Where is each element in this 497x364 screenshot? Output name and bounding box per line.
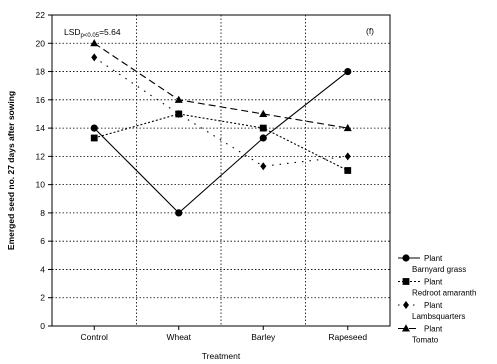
data-point (259, 124, 267, 132)
x-tick-label: Barley (251, 332, 276, 342)
lsd-annotation: LSDp<0.05=5.64 (64, 27, 121, 39)
data-point (260, 162, 267, 171)
legend-marker (402, 254, 410, 262)
grid-lines (52, 15, 390, 326)
series-tomato (90, 39, 352, 132)
y-tick-label: 14 (36, 123, 46, 133)
data-point (259, 109, 268, 117)
y-tick-label: 8 (40, 208, 45, 218)
data-point (90, 124, 98, 132)
panel-label: (f) (366, 26, 374, 36)
data-point (90, 134, 98, 142)
lsd-prefix: LSD (64, 27, 81, 37)
legend-label-line1: Plant (424, 301, 443, 310)
x-tick-label: Rapeseed (328, 332, 367, 342)
data-point (344, 167, 352, 174)
y-tick-label: 2 (40, 293, 45, 303)
series-line (93, 56, 348, 167)
legend-item: Plant Barnyard grass (398, 254, 466, 274)
y-axis-ticks: 0 2 4 6 8 10 12 14 16 18 20 22 (36, 10, 52, 331)
y-tick-label: 12 (36, 151, 46, 161)
lsd-value: =5.64 (99, 27, 121, 37)
legend-label-line2: Redroot amaranth (412, 289, 476, 298)
data-point (175, 209, 183, 217)
series-barnyard-grass (90, 67, 352, 217)
legend-label-line1: Plant (424, 325, 443, 334)
series-line (93, 42, 348, 129)
data-point (90, 39, 99, 47)
lsd-subscript: p<0.05 (81, 33, 100, 39)
series-line (93, 71, 349, 214)
legend-item: Plant Lambsquarters (398, 301, 465, 321)
y-axis-label: Emerged seed no. 27 days after sowing (6, 91, 16, 250)
y-tick-label: 18 (36, 67, 46, 77)
data-point (344, 152, 351, 161)
legend-marker (403, 301, 409, 309)
data-point (174, 95, 183, 103)
y-tick-label: 20 (36, 38, 46, 48)
data-point (91, 53, 98, 62)
x-axis-ticks: Control Wheat Barley Rapeseed (81, 326, 367, 342)
legend-label-line1: Plant (424, 254, 443, 263)
series-line (94, 113, 348, 171)
series-group (90, 39, 352, 217)
legend-item: Plant Tomato (398, 324, 443, 345)
x-axis-label: Treatment (202, 351, 241, 361)
y-tick-label: 6 (40, 236, 45, 246)
legend-marker (402, 278, 410, 285)
data-point (343, 123, 352, 132)
legend-label-line1: Plant (424, 278, 443, 287)
legend: Plant Barnyard grass Plant Redroot amaranth… (398, 254, 476, 345)
legend-marker (402, 324, 410, 332)
data-point (259, 134, 267, 142)
y-tick-label: 4 (40, 264, 45, 274)
x-tick-label: Wheat (166, 332, 191, 342)
data-point (175, 109, 182, 118)
data-point (344, 67, 352, 76)
legend-item: Plant Redroot amaranth (398, 278, 476, 298)
x-tick-label: Control (81, 332, 109, 342)
y-tick-label: 10 (36, 180, 46, 190)
y-tick-label: 22 (36, 10, 46, 20)
legend-label-line2: Tomato (412, 336, 439, 345)
y-tick-label: 16 (36, 95, 46, 105)
legend-label-line2: Lambsquarters (412, 312, 465, 321)
legend-label-line2: Barnyard grass (412, 265, 466, 274)
plot-frame (51, 14, 391, 327)
series-lambsquarters (91, 53, 351, 171)
y-tick-label: 0 (40, 321, 45, 331)
